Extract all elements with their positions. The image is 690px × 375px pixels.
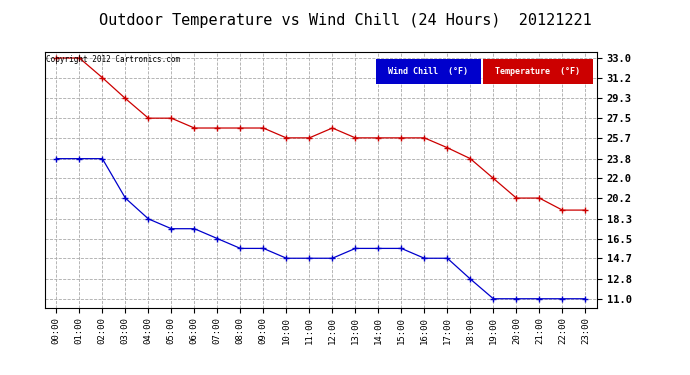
FancyBboxPatch shape (376, 59, 481, 84)
Text: Wind Chill  (°F): Wind Chill (°F) (388, 67, 469, 76)
FancyBboxPatch shape (482, 59, 593, 84)
Text: Temperature  (°F): Temperature (°F) (495, 67, 580, 76)
Text: Copyright 2012 Cartronics.com: Copyright 2012 Cartronics.com (46, 55, 180, 64)
Text: Outdoor Temperature vs Wind Chill (24 Hours)  20121221: Outdoor Temperature vs Wind Chill (24 Ho… (99, 13, 591, 28)
